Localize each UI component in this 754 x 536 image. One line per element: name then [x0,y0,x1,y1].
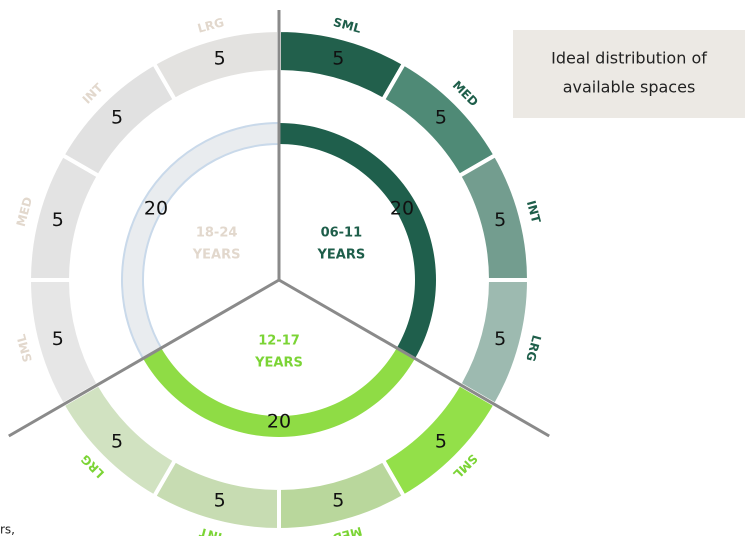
segment-value: 5 [214,47,226,69]
segment-value: 5 [435,107,447,129]
inner-arc [143,348,415,437]
inner-arc [121,121,280,360]
segment-label: SML [14,332,35,363]
group-label: 18-24 [196,226,238,241]
segment-label: SML [332,15,363,36]
outer-segment [26,278,102,408]
segment-label: LRG [196,15,225,35]
segment-value: 5 [214,490,226,512]
segment-label: LRG [523,333,543,362]
legend-box [513,30,745,118]
group-label: YEARS [254,356,303,371]
legend-text: available spaces [563,78,696,97]
segment-value: 5 [332,490,344,512]
segment-value: 5 [332,47,344,69]
segment-value: 5 [494,209,506,231]
footnote: rs, [0,523,15,536]
segment-value: 5 [111,430,123,452]
legend-text: Ideal distribution of [551,49,707,68]
segment-label: MED [14,195,35,228]
group-label: YEARS [192,248,241,263]
group-label: YEARS [316,248,365,263]
outer-segment [26,152,102,282]
segment-value: 5 [494,328,506,350]
segment-value: 5 [52,209,64,231]
divider [278,278,550,438]
segment-value: 5 [435,430,447,452]
segment-value: 5 [52,328,64,350]
inner-arc [279,123,436,359]
inner-value: 20 [390,198,414,220]
inner-value: 20 [267,411,291,433]
divider [8,278,280,438]
segment-value: 5 [111,107,123,129]
segment-label: MED [331,524,364,536]
segment-label: INT [524,199,544,225]
group-label: 12-17 [258,334,300,349]
segment-label: INT [197,525,223,536]
inner-value: 20 [144,198,168,220]
group-label: 06-11 [321,226,363,241]
